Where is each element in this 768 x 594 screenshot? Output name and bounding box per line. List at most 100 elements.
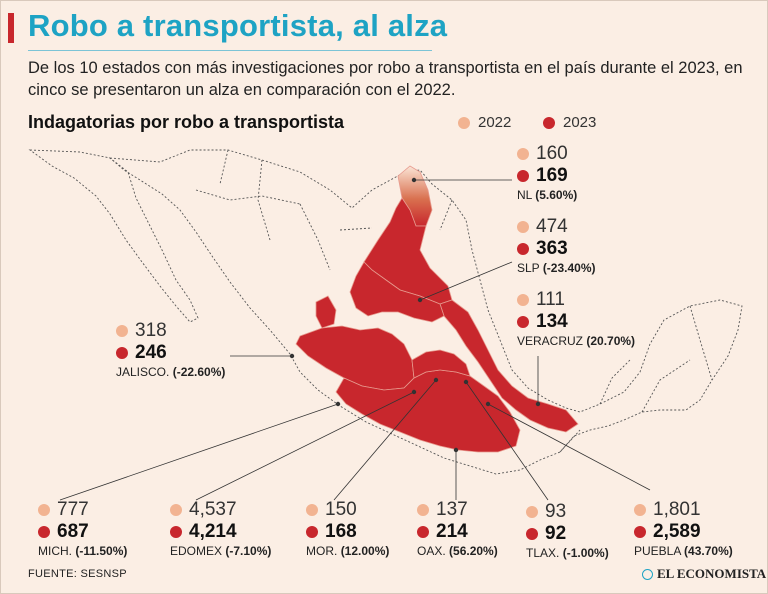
baja-california-outline bbox=[28, 149, 199, 323]
state-name: PUEBLA bbox=[634, 544, 681, 558]
dot-2022 bbox=[170, 504, 182, 516]
change-pct: (43.70%) bbox=[684, 544, 733, 558]
dot-2023 bbox=[517, 243, 529, 255]
change-pct: (5.60%) bbox=[535, 188, 578, 202]
leader-lines bbox=[59, 177, 651, 501]
state-label: SLP (-23.40%) bbox=[517, 261, 596, 275]
brand-name: EL ECONOMISTA bbox=[657, 566, 767, 581]
dot-2022 bbox=[517, 221, 529, 233]
dot-2023 bbox=[634, 526, 646, 538]
state-name: TLAX. bbox=[526, 546, 560, 560]
change-pct: (-1.00%) bbox=[562, 546, 609, 560]
anchor-mich bbox=[335, 401, 341, 407]
value-2022: 160 bbox=[536, 143, 568, 164]
value-2023: 4,214 bbox=[189, 521, 237, 542]
change-pct: (-11.50%) bbox=[75, 544, 128, 558]
value-2023: 214 bbox=[436, 521, 468, 542]
value-2023: 363 bbox=[536, 238, 568, 259]
dot-2023 bbox=[417, 526, 429, 538]
value-2022: 318 bbox=[135, 320, 167, 341]
internal-borders bbox=[195, 149, 713, 453]
value-2023: 168 bbox=[325, 521, 357, 542]
brand-circle-icon bbox=[642, 568, 653, 580]
leader-mich bbox=[59, 403, 339, 501]
central-region bbox=[349, 261, 445, 323]
highlighted-states bbox=[295, 165, 579, 453]
state-name: SLP bbox=[517, 261, 540, 275]
dot-2022 bbox=[517, 148, 529, 160]
dot-2023 bbox=[306, 526, 318, 538]
stat-mor: 150 168 MOR. (12.00%) bbox=[306, 499, 389, 558]
anchor-nl bbox=[411, 177, 417, 183]
anchor-puebla bbox=[485, 401, 491, 407]
change-pct: (20.70%) bbox=[586, 334, 636, 348]
legend-dot-2022 bbox=[458, 116, 470, 129]
anchor-jalisco bbox=[289, 353, 295, 359]
change-pct: (-7.10%) bbox=[225, 544, 272, 558]
legend-dot-2023 bbox=[543, 116, 555, 129]
state-name: MOR. bbox=[306, 544, 338, 558]
value-2022: 1,801 bbox=[653, 499, 701, 520]
stat-jalisco: 318 246 JALISCO. (-22.60%) bbox=[116, 320, 225, 379]
stat-nl: 160 169 NL (5.60%) bbox=[517, 143, 577, 202]
leader-slp bbox=[419, 261, 513, 301]
dot-2022 bbox=[417, 504, 429, 516]
value-2023: 246 bbox=[135, 342, 167, 363]
state-label: JALISCO. (-22.60%) bbox=[116, 365, 225, 379]
anchor-mor bbox=[433, 377, 439, 383]
anchor-slp bbox=[417, 297, 423, 303]
value-2022: 111 bbox=[536, 289, 565, 310]
anchor-tlax bbox=[463, 379, 469, 385]
title-underline bbox=[28, 50, 432, 51]
value-2023: 2,589 bbox=[653, 521, 701, 542]
value-2022: 93 bbox=[545, 501, 567, 522]
dot-2022 bbox=[306, 504, 318, 516]
state-name: VERACRUZ bbox=[517, 334, 584, 348]
state-name: OAX. bbox=[417, 544, 446, 558]
change-pct: (56.20%) bbox=[449, 544, 498, 558]
dot-2023 bbox=[38, 526, 50, 538]
dot-2022 bbox=[526, 506, 538, 518]
source-note: FUENTE: SESNSP bbox=[28, 568, 127, 580]
state-label: OAX. (56.20%) bbox=[417, 544, 498, 558]
legend-label-2023: 2023 bbox=[563, 114, 597, 131]
stat-slp: 474 363 SLP (-23.40%) bbox=[517, 216, 596, 275]
value-2023: 169 bbox=[536, 165, 568, 186]
state-label: MOR. (12.00%) bbox=[306, 544, 389, 558]
stat-edomex: 4,537 4,214 EDOMEX (-7.10%) bbox=[170, 499, 271, 558]
state-label: NL (5.60%) bbox=[517, 188, 577, 202]
value-2022: 777 bbox=[57, 499, 89, 520]
dot-2023 bbox=[526, 528, 538, 540]
anchor-veracruz bbox=[535, 401, 541, 407]
state-name: MICH. bbox=[38, 544, 72, 558]
sinaloa-nayarit-region bbox=[315, 295, 337, 329]
leader-mor bbox=[333, 379, 437, 501]
brand-logo: EL ECONOMISTA bbox=[642, 566, 766, 582]
subtitle: De los 10 estados con más investigacione… bbox=[28, 59, 743, 99]
legend-label-2022: 2022 bbox=[478, 114, 512, 131]
anchor-edomex bbox=[411, 389, 417, 395]
chart-title: Indagatorias por robo a transportista bbox=[28, 112, 345, 132]
dot-2023 bbox=[116, 347, 128, 359]
legend-item-2022: 2022 bbox=[458, 114, 511, 131]
dot-2022 bbox=[38, 504, 50, 516]
state-label: TLAX. (-1.00%) bbox=[526, 546, 609, 560]
stat-oax: 137 214 OAX. (56.20%) bbox=[417, 499, 498, 558]
edomex-region bbox=[411, 349, 471, 379]
anchor-oax bbox=[453, 447, 459, 453]
change-pct: (12.00%) bbox=[340, 544, 390, 558]
dot-2022 bbox=[116, 325, 128, 337]
dot-2022 bbox=[634, 504, 646, 516]
leader-edomex bbox=[195, 391, 415, 501]
veracruz-region bbox=[439, 299, 579, 433]
jalisco-region bbox=[295, 325, 415, 391]
dot-2023 bbox=[517, 170, 529, 182]
state-name: JALISCO. bbox=[116, 365, 170, 379]
value-2022: 137 bbox=[436, 499, 468, 520]
change-pct: (-22.60%) bbox=[172, 365, 226, 379]
value-2022: 474 bbox=[536, 216, 568, 237]
state-label: VERACRUZ (20.70%) bbox=[517, 334, 635, 348]
state-label: PUEBLA (43.70%) bbox=[634, 544, 733, 558]
title-accent-bar bbox=[8, 13, 14, 43]
